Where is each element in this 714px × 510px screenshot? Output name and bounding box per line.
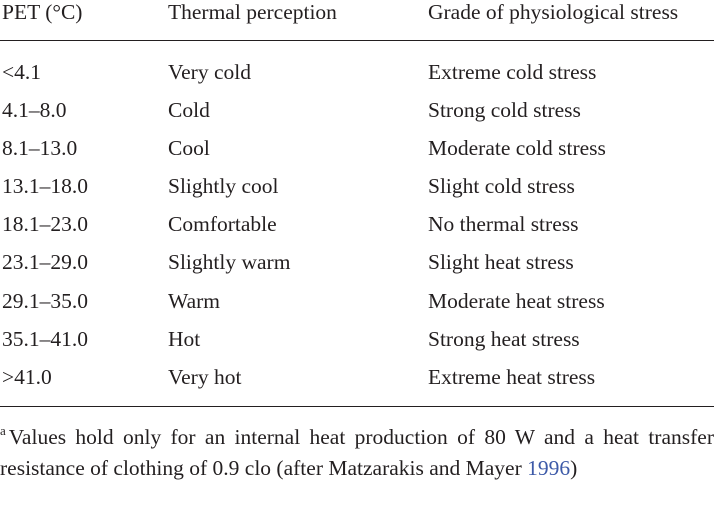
stress-grade-cell: Slight heat stress [428, 250, 574, 275]
thermal-perception-cell: Cold [168, 98, 210, 123]
footnote-marker: a [0, 423, 6, 438]
thermal-perception-cell: Very cold [168, 60, 251, 84]
pet-cell: >41.0 [2, 364, 52, 389]
column-header-grade-physiological-stress: Grade of physiological stress [428, 0, 679, 24]
column-header-pet: PET (°C) [2, 0, 83, 24]
stress-grade-cell: Strong heat stress [428, 326, 580, 351]
table-body: <4.1 Very cold Extreme cold stress 4.1–8… [0, 58, 714, 401]
table-footnote: a Values hold only for an internal heat p… [0, 422, 714, 483]
thermal-perception-cell: Very hot [168, 364, 242, 389]
table-row: 35.1–41.0 Hot Strong heat stress [0, 325, 714, 363]
table-row: 29.1–35.0 Warm Moderate heat stress [0, 287, 714, 325]
table-row: 18.1–23.0 Comfortable No thermal stress [0, 210, 714, 248]
table-row: 23.1–29.0 Slightly warm Slight heat stre… [0, 248, 714, 286]
table-row: 13.1–18.0 Slightly cool Slight cold stre… [0, 172, 714, 210]
pet-cell: 23.1–29.0 [2, 250, 88, 275]
stress-grade-cell: Moderate heat stress [428, 288, 605, 313]
pet-cell: 18.1–23.0 [2, 212, 88, 237]
thermal-perception-cell: Slightly cool [168, 174, 279, 199]
stress-grade-cell: Slight cold stress [428, 174, 575, 199]
stress-grade-cell: No thermal stress [428, 212, 579, 237]
stress-grade-cell: Extreme cold stress [428, 60, 597, 84]
footnote-text: Values hold only for an internal heat pr… [0, 425, 714, 480]
table-row: <4.1 Very cold Extreme cold stress [0, 58, 714, 96]
thermal-perception-cell: Slightly warm [168, 250, 291, 275]
pet-cell: 35.1–41.0 [2, 326, 88, 351]
pet-cell: 13.1–18.0 [2, 174, 88, 199]
pet-cell: 4.1–8.0 [2, 98, 67, 123]
table-row: 8.1–13.0 Cool Moderate cold stress [0, 134, 714, 172]
stress-grade-cell: Moderate cold stress [428, 136, 606, 161]
table-row: 4.1–8.0 Cold Strong cold stress [0, 96, 714, 134]
pet-cell: 29.1–35.0 [2, 288, 88, 313]
thermal-perception-cell: Hot [168, 326, 201, 351]
header-divider [0, 40, 714, 41]
footnote-closing: ) [570, 455, 578, 480]
column-header-thermal-perception: Thermal perception [168, 0, 337, 24]
thermal-perception-cell: Comfortable [168, 212, 277, 237]
stress-grade-cell: Strong cold stress [428, 98, 581, 123]
citation-link[interactable]: 1996 [527, 455, 571, 480]
thermal-perception-cell: Warm [168, 288, 220, 313]
thermal-perception-cell: Cool [168, 136, 210, 161]
pet-cell: <4.1 [2, 60, 42, 84]
table-header-row: PET (°C) Thermal perception Grade of phy… [0, 0, 714, 30]
table-row: >41.0 Very hot Extreme heat stress [0, 363, 714, 401]
table-bottom-rule [0, 406, 714, 407]
stress-grade-cell: Extreme heat stress [428, 364, 596, 389]
pet-cell: 8.1–13.0 [2, 136, 78, 161]
